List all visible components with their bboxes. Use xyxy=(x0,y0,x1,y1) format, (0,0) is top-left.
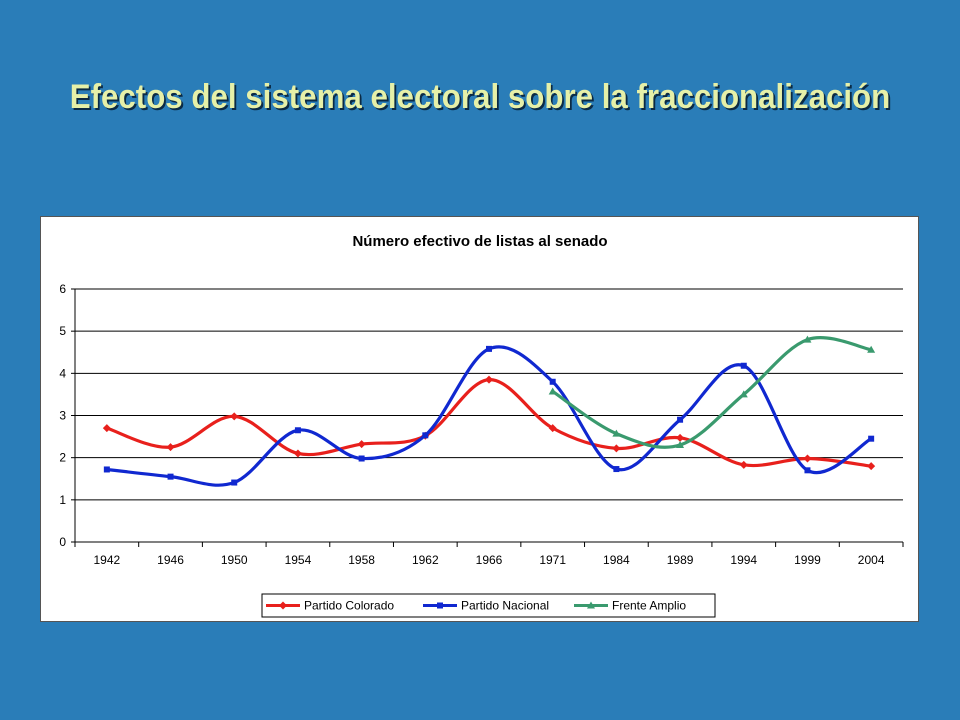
data-point xyxy=(803,335,812,343)
series-line xyxy=(551,336,872,449)
line-chart: Número efectivo de listas al senado 0 1 2 3… xyxy=(59,233,904,618)
y-tick-label: 5 xyxy=(59,324,66,338)
data-point xyxy=(103,466,110,473)
y-axis-ticks: 0 1 2 3 4 5 6 xyxy=(59,282,75,549)
x-tick-label: 1950 xyxy=(221,553,248,567)
data-point xyxy=(613,466,620,473)
legend-box xyxy=(261,593,716,618)
x-tick-label: 1989 xyxy=(667,553,694,567)
data-point xyxy=(803,454,812,463)
data-point xyxy=(676,433,685,442)
legend-label: Partido Nacional xyxy=(461,599,549,613)
x-tick-label: 1966 xyxy=(476,553,503,567)
data-point xyxy=(357,440,366,449)
data-point xyxy=(102,424,111,433)
x-tick-label: 1994 xyxy=(730,553,757,567)
series-partido-colorado xyxy=(102,375,876,471)
data-point xyxy=(740,362,747,369)
legend-label: Frente Amplio xyxy=(612,599,686,613)
data-point xyxy=(677,416,684,423)
legend: Partido Colorado Partido Nacional Frente A… xyxy=(261,593,716,618)
data-point xyxy=(867,462,876,471)
data-point xyxy=(230,412,239,421)
data-point xyxy=(549,378,556,385)
data-point xyxy=(867,345,876,353)
x-tick-label: 1999 xyxy=(794,553,821,567)
series-frente-amplio xyxy=(548,335,876,449)
x-tick-label: 1971 xyxy=(539,553,566,567)
data-point xyxy=(612,444,621,453)
x-tick-label: 1954 xyxy=(285,553,312,567)
grid xyxy=(74,288,903,543)
legend-marker xyxy=(587,601,595,609)
data-point xyxy=(868,435,875,442)
data-point xyxy=(548,424,557,433)
data-point xyxy=(739,460,748,469)
data-point xyxy=(739,390,748,398)
x-tick-label: 1962 xyxy=(412,553,439,567)
chart-panel: Número efectivo de listas al senado 0 1 2 3… xyxy=(40,216,919,622)
x-tick-label: 1958 xyxy=(348,553,375,567)
series-line xyxy=(106,345,873,487)
data-point xyxy=(293,449,302,458)
y-tick-label: 1 xyxy=(59,493,66,507)
data-point xyxy=(358,455,365,462)
chart-title: Número efectivo de listas al senado xyxy=(352,233,607,250)
data-point xyxy=(548,387,557,395)
data-point xyxy=(167,473,174,480)
legend-marker xyxy=(279,601,287,610)
data-point xyxy=(486,345,492,352)
x-tick-label: 2004 xyxy=(858,553,885,567)
data-point xyxy=(166,443,175,452)
data-point xyxy=(485,375,493,384)
slide-title: Efectos del sistema electoral sobre la f… xyxy=(69,78,891,116)
data-point xyxy=(231,479,238,486)
series-line xyxy=(106,378,872,468)
x-tick-label: 1984 xyxy=(603,553,630,567)
data-point xyxy=(804,467,811,474)
y-tick-label: 4 xyxy=(59,366,66,380)
data-point xyxy=(294,427,301,434)
data-point xyxy=(676,441,685,449)
x-tick-label: 1946 xyxy=(157,553,184,567)
legend-label: Partido Colorado xyxy=(304,599,394,613)
x-axis-ticks: 1942 1946 1950 1954 1958 1962 1966 1971 1984 1989… xyxy=(74,542,904,567)
y-tick-label: 6 xyxy=(59,282,66,296)
y-tick-label: 3 xyxy=(59,409,66,423)
data-point xyxy=(612,429,621,437)
y-tick-label: 0 xyxy=(59,535,66,549)
series-lines xyxy=(102,335,876,487)
legend-marker xyxy=(437,602,443,609)
data-point xyxy=(422,432,429,439)
y-tick-label: 2 xyxy=(59,451,66,465)
series-partido-nacional xyxy=(103,345,875,487)
x-tick-label: 1942 xyxy=(93,553,120,567)
